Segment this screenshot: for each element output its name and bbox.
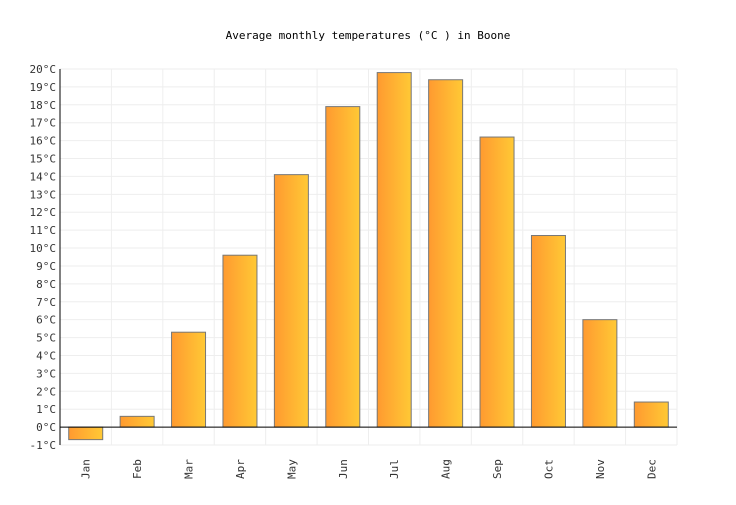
y-tick-label: 15°C: [30, 153, 57, 166]
y-tick-label: 5°C: [36, 332, 56, 345]
y-tick-label: 7°C: [36, 296, 56, 309]
y-tick-label: 3°C: [36, 367, 56, 380]
y-tick-label: 13°C: [30, 188, 57, 201]
y-tick-label: 16°C: [30, 135, 57, 148]
bar-jun: [325, 106, 361, 428]
y-tick-label: 10°C: [30, 242, 57, 255]
bar-may: [273, 174, 309, 428]
y-tick-label: 20°C: [30, 63, 57, 76]
x-tick-label: Mar: [183, 459, 196, 479]
y-tick-label: 8°C: [36, 278, 56, 291]
bar-sep: [479, 136, 515, 428]
x-tick-label: Jul: [388, 459, 401, 479]
y-tick-label: 14°C: [30, 170, 57, 183]
y-tick-label: 9°C: [36, 260, 56, 273]
bar-jan: [68, 426, 104, 441]
y-tick-label: 2°C: [36, 385, 56, 398]
x-tick-label: Jan: [80, 459, 93, 479]
bar-feb: [119, 415, 155, 428]
bar-mar: [171, 331, 207, 428]
y-tick-label: 19°C: [30, 81, 57, 94]
x-tick-label: Dec: [645, 459, 658, 479]
y-tick-label: 11°C: [30, 224, 57, 237]
y-tick-label: 0°C: [36, 421, 56, 434]
y-tick-label: 4°C: [36, 349, 56, 362]
x-tick-label: May: [285, 459, 298, 479]
x-tick-label: Nov: [594, 459, 607, 479]
chart-title: Average monthly temperatures (°C ) in Bo…: [226, 29, 511, 42]
bar-oct: [530, 235, 566, 428]
y-tick-label: 18°C: [30, 99, 57, 112]
x-tick-label: Apr: [234, 459, 247, 479]
bar-nov: [582, 319, 618, 428]
x-tick-label: Feb: [131, 459, 144, 479]
x-tick-label: Oct: [542, 459, 555, 479]
bar-dec: [633, 401, 669, 428]
bar-aug: [428, 79, 464, 428]
x-tick-label: Jun: [337, 459, 350, 479]
y-tick-label: 12°C: [30, 206, 57, 219]
x-tick-label: Sep: [491, 459, 504, 479]
y-tick-label: 17°C: [30, 117, 57, 130]
bar-jul: [376, 72, 412, 428]
y-tick-label: 1°C: [36, 403, 56, 416]
x-tick-label: Aug: [440, 459, 453, 479]
y-tick-label: -1°C: [30, 439, 57, 452]
bar-apr: [222, 254, 258, 428]
y-tick-label: 6°C: [36, 314, 56, 327]
